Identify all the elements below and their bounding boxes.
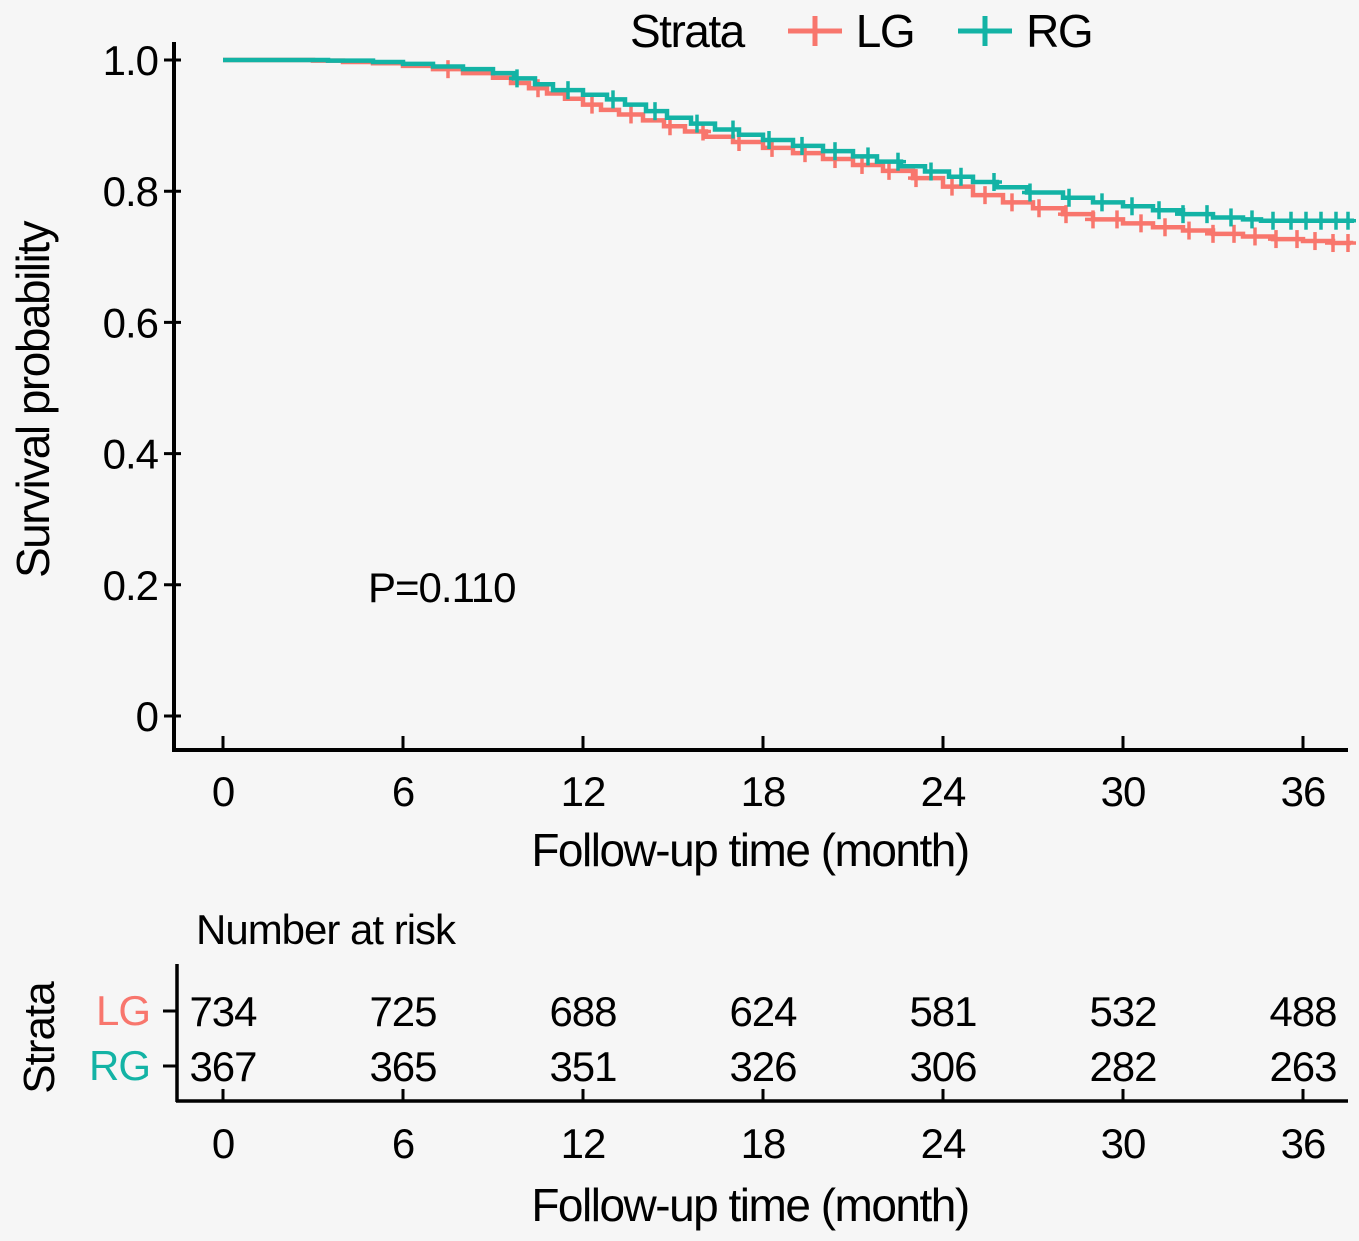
y-tick-label: 1.0 <box>103 37 158 84</box>
survival-curve-rg <box>223 57 1354 223</box>
censor-plus-icon <box>787 16 842 46</box>
risk-value: 263 <box>1269 1043 1336 1090</box>
risk-value: 688 <box>549 988 616 1035</box>
risk-value: 326 <box>729 1043 796 1090</box>
risk-x-tick-label: 24 <box>921 1120 966 1167</box>
risk-table-x-axis-title: Follow-up time (month) <box>531 1179 970 1231</box>
risk-value: 488 <box>1269 988 1336 1035</box>
legend: Strata LG RG <box>630 4 1094 58</box>
y-tick-label: 0.6 <box>103 299 158 346</box>
p-value-annotation: P=0.110 <box>368 564 517 611</box>
y-tick-label: 0 <box>136 693 158 740</box>
x-tick-label: 24 <box>921 768 966 815</box>
risk-value: 282 <box>1089 1043 1156 1090</box>
risk-value: 624 <box>729 988 797 1035</box>
risk-x-tick-label: 18 <box>741 1120 786 1167</box>
risk-x-tick-label: 0 <box>212 1120 234 1167</box>
legend-item-label: LG <box>855 5 916 57</box>
risk-x-tick-label: 12 <box>561 1120 606 1167</box>
x-tick-label: 0 <box>212 768 234 815</box>
risk-value: 306 <box>909 1043 976 1090</box>
legend-item-lg: LG <box>786 4 916 58</box>
risk-value: 367 <box>189 1043 256 1090</box>
legend-item-label: RG <box>1026 5 1094 57</box>
risk-x-tick-label: 36 <box>1281 1120 1326 1167</box>
legend-item-rg: RG <box>956 4 1094 58</box>
risk-value: 365 <box>369 1043 436 1090</box>
x-tick-label: 6 <box>392 768 414 815</box>
risk-value: 734 <box>189 988 257 1035</box>
x-tick-label: 30 <box>1101 768 1146 815</box>
risk-x-tick-label: 30 <box>1101 1120 1146 1167</box>
x-tick-label: 18 <box>741 768 786 815</box>
y-tick-label: 0.8 <box>103 168 158 215</box>
risk-value: 725 <box>369 988 436 1035</box>
risk-x-tick-label: 6 <box>392 1120 414 1167</box>
x-tick-label: 36 <box>1281 768 1326 815</box>
x-axis-title: Follow-up time (month) <box>531 824 970 876</box>
censor-plus-icon <box>958 16 1013 46</box>
risk-table-title: Number at risk <box>196 906 456 953</box>
risk-value: 581 <box>909 988 976 1035</box>
y-tick-label: 0.4 <box>103 431 159 478</box>
y-tick-label: 0.2 <box>103 562 158 609</box>
risk-value: 532 <box>1089 988 1156 1035</box>
risk-row-label-rg: RG <box>89 1042 151 1089</box>
risk-value: 351 <box>549 1043 616 1090</box>
legend-title: Strata <box>630 5 745 57</box>
x-tick-label: 12 <box>561 768 606 815</box>
risk-row-label-lg: LG <box>95 987 151 1034</box>
